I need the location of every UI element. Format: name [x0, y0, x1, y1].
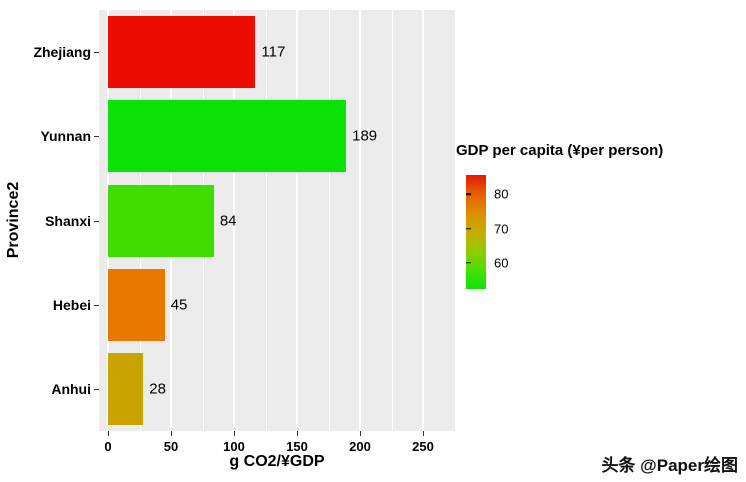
y-tick-mark: [94, 52, 99, 54]
gridline-minor: [265, 10, 267, 431]
legend-colorbar: [466, 175, 486, 289]
x-tick-mark: [360, 431, 361, 436]
legend-tick-label: 80: [494, 186, 509, 202]
legend-body: 80 70 60: [456, 175, 744, 295]
gridline-major: [422, 10, 424, 431]
x-tick-mark: [171, 431, 172, 436]
y-tick-mark: [94, 136, 99, 138]
bar-value-label-anhui: 28: [149, 380, 166, 398]
legend-tick-mark: [466, 227, 471, 230]
y-tick-label-shanxi: Shanxi: [45, 212, 91, 229]
bar-shanxi: [108, 184, 214, 257]
y-tick-mark: [94, 388, 99, 390]
bar-value-label-zhejiang: 117: [261, 43, 286, 61]
gridline-minor: [328, 10, 330, 431]
legend-tick-mark: [466, 262, 471, 264]
x-tick-label: 0: [104, 439, 112, 454]
legend-tick-label: 60: [494, 255, 509, 271]
y-axis-title: Province2: [5, 181, 22, 259]
x-tick-mark: [108, 431, 109, 436]
legend-title: GDP per capita (¥per person): [456, 142, 664, 159]
x-tick-mark: [297, 431, 298, 436]
x-tick-mark: [234, 431, 235, 436]
legend-tick-label: 70: [494, 221, 509, 237]
bar-value-label-hebei: 45: [170, 296, 188, 314]
gridline-minor: [391, 10, 393, 431]
y-tick-mark: [94, 304, 99, 306]
x-axis-title: g CO2/¥GDP: [229, 453, 325, 470]
watermark: 头条 @Paper绘图: [601, 456, 738, 475]
x-tick-label: 150: [286, 439, 308, 454]
gridline-major: [296, 10, 298, 431]
x-tick-label: 100: [223, 439, 245, 454]
bar-value-label-shanxi: 84: [219, 212, 237, 229]
y-tick-label-anhui: Anhui: [51, 380, 91, 397]
bar-hebei: [108, 268, 165, 341]
x-tick-label: 50: [163, 439, 179, 454]
bar-yunnan: [108, 100, 347, 173]
bar-value-label-yunnan: 189: [352, 127, 378, 145]
gridline-major: [359, 10, 361, 431]
y-tick-label-hebei: Hebei: [52, 296, 91, 313]
x-tick-label: 200: [349, 439, 371, 454]
y-tick-label-yunnan: Yunnan: [40, 128, 91, 145]
legend-ticks: 80 70 60: [466, 175, 586, 289]
bar-zhejiang: [108, 16, 256, 89]
x-tick-mark: [423, 431, 424, 436]
legend: GDP per capita (¥per person) 80 70 60: [456, 142, 744, 295]
plot-panel: 117 189 84 45 28: [99, 10, 455, 431]
bar-anhui: [108, 352, 144, 425]
y-tick-label-zhejiang: Zhejiang: [33, 44, 91, 61]
y-tick-mark: [94, 220, 99, 222]
gridline-major: [233, 10, 235, 431]
x-tick-label: 250: [412, 439, 434, 454]
legend-tick-mark: [466, 193, 471, 196]
